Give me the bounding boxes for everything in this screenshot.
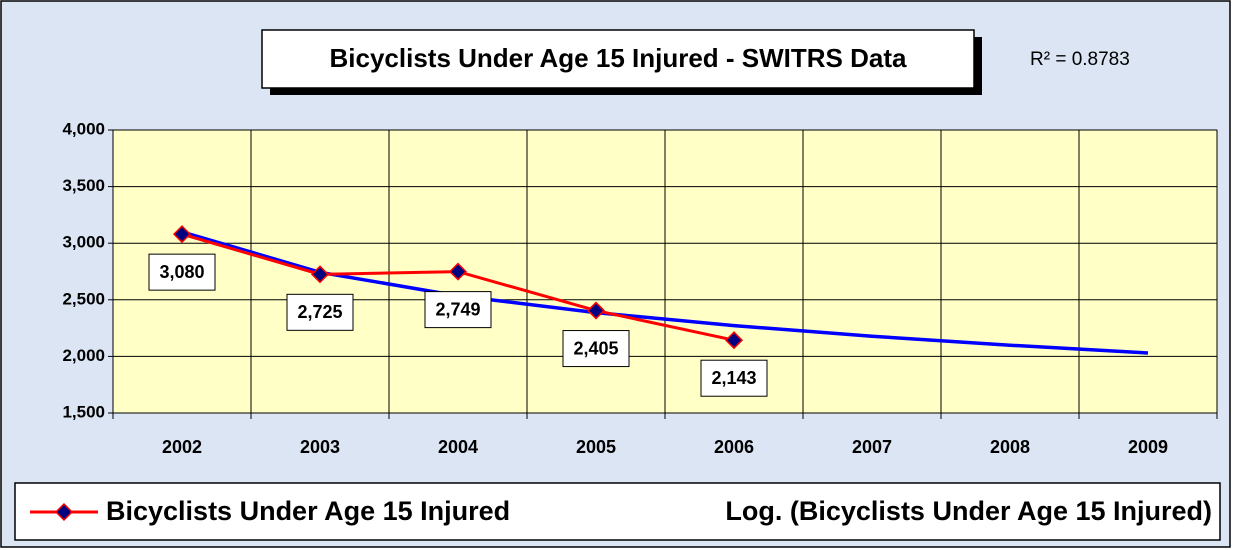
legend-label: Log. (Bicyclists Under Age 15 Injured) [725,496,1212,526]
data-label-box [424,291,492,329]
marker [172,225,192,244]
y-tick-label: 3,000 [62,233,105,252]
marker [586,301,606,320]
chart-title: Bicyclists Under Age 15 Injured - SWITRS… [330,43,907,73]
title-box [261,29,975,89]
x-tick-label: 2005 [576,437,616,457]
legend-marker [54,502,74,522]
y-tick-label: 4,000 [62,119,105,138]
legend-box [14,482,1221,541]
y-tick-label: 2,000 [62,346,105,365]
trend-line [181,230,1149,355]
marker [310,265,330,284]
x-tick-label: 2007 [852,437,892,457]
data-label-box [148,253,216,291]
data-label: 3,080 [159,262,204,282]
legend-label: Bicyclists Under Age 15 Injured [106,496,510,526]
marker [448,262,468,281]
x-tick-label: 2002 [162,437,202,457]
marker [724,331,744,350]
data-label: 2,405 [573,338,618,358]
data-label: 2,143 [711,368,756,388]
data-label: 2,725 [297,302,342,322]
y-tick-label: 2,500 [62,289,105,308]
x-tick-label: 2004 [438,437,478,457]
y-tick-label: 1,500 [62,402,105,421]
data-label-box [286,293,354,331]
data-label-box [562,330,630,368]
x-tick-label: 2006 [714,437,754,457]
data-label-box [700,359,768,397]
x-tick-label: 2003 [300,437,340,457]
x-tick-label: 2008 [990,437,1030,457]
annotation: R² = 0.8783 [1030,49,1130,70]
data-label: 2,749 [435,299,480,319]
y-tick-label: 3,500 [62,176,105,195]
x-tick-label: 2009 [1128,437,1168,457]
